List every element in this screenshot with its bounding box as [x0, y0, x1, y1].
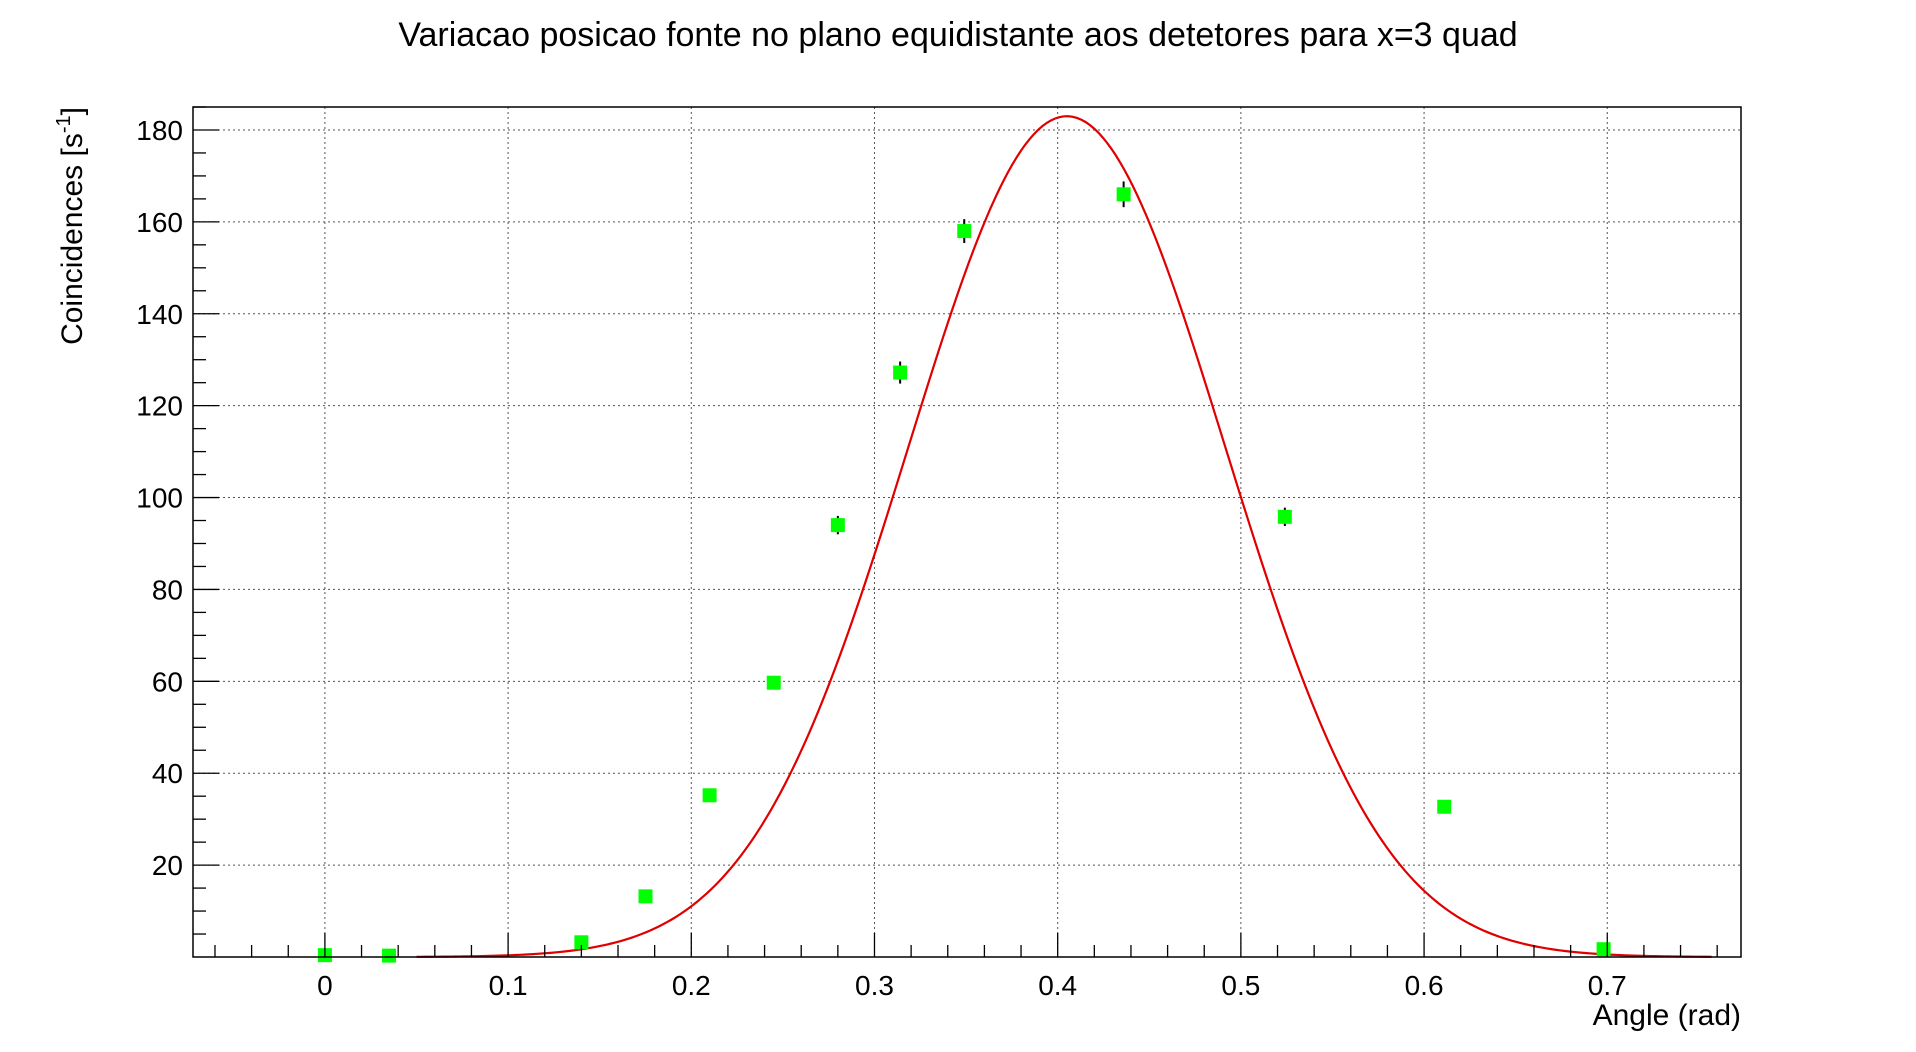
data-marker	[766, 675, 781, 690]
fit-curve-group	[416, 115, 1712, 958]
data-point	[638, 889, 653, 904]
y-tick-labels: 20 40 60 80 100 120 140 160 180	[136, 115, 183, 881]
data-point	[574, 935, 589, 950]
y-tick-label: 100	[136, 483, 183, 514]
x-axis-label: Angle (rad)	[1593, 999, 1741, 1032]
data-marker	[702, 788, 717, 803]
fit-curve	[416, 115, 1712, 958]
grid-lines	[193, 107, 1741, 957]
chart-title: Variacao posicao fonte no plano equidist…	[398, 16, 1517, 54]
x-tick-label: 0.1	[489, 970, 528, 1001]
x-tick-label: 0	[317, 970, 333, 1001]
data-marker	[830, 518, 845, 533]
y-tick-label: 120	[136, 391, 183, 422]
y-axis-label-end: ]	[56, 107, 89, 115]
data-marker	[382, 948, 397, 963]
data-point	[382, 948, 397, 963]
y-tick-label: 140	[136, 299, 183, 330]
y-tick-label: 40	[152, 758, 183, 789]
y-axis-label-main: Coincidences [s	[56, 133, 89, 345]
y-tick-label: 180	[136, 115, 183, 146]
data-point	[957, 219, 972, 243]
y-axis-label: Coincidences [s-1]	[53, 107, 89, 345]
x-tick-label: 0.2	[672, 970, 711, 1001]
data-point	[702, 788, 717, 803]
y-tick-label: 20	[152, 850, 183, 881]
data-marker	[1437, 799, 1452, 814]
data-marker	[574, 935, 589, 950]
data-marker	[638, 889, 653, 904]
data-point	[1596, 942, 1611, 957]
data-point	[830, 515, 845, 535]
x-tick-label: 0.4	[1038, 970, 1077, 1001]
data-marker	[1596, 942, 1611, 957]
y-axis-label-superscript: -1	[53, 115, 75, 133]
x-tick-label: 0.3	[855, 970, 894, 1001]
x-tick-label: 0.5	[1221, 970, 1260, 1001]
data-marker	[1277, 509, 1292, 524]
data-marker	[1116, 187, 1131, 202]
data-marker	[957, 224, 972, 239]
x-tick-label: 0.6	[1405, 970, 1444, 1001]
axis-ticks	[193, 106, 1718, 957]
y-tick-label: 160	[136, 207, 183, 238]
data-point	[1277, 507, 1292, 527]
data-point	[893, 361, 908, 384]
data-marker	[893, 365, 908, 380]
y-tick-label: 80	[152, 574, 183, 605]
data-point	[766, 675, 781, 690]
data-points-group	[317, 181, 1611, 963]
plot-frame	[192, 106, 1742, 958]
y-tick-label: 60	[152, 666, 183, 697]
x-tick-label: 0.7	[1588, 970, 1627, 1001]
x-tick-labels: 0 0.1 0.2 0.3 0.4 0.5 0.6 0.7	[317, 970, 1627, 1001]
data-point	[1437, 799, 1452, 814]
data-point	[1116, 181, 1131, 208]
